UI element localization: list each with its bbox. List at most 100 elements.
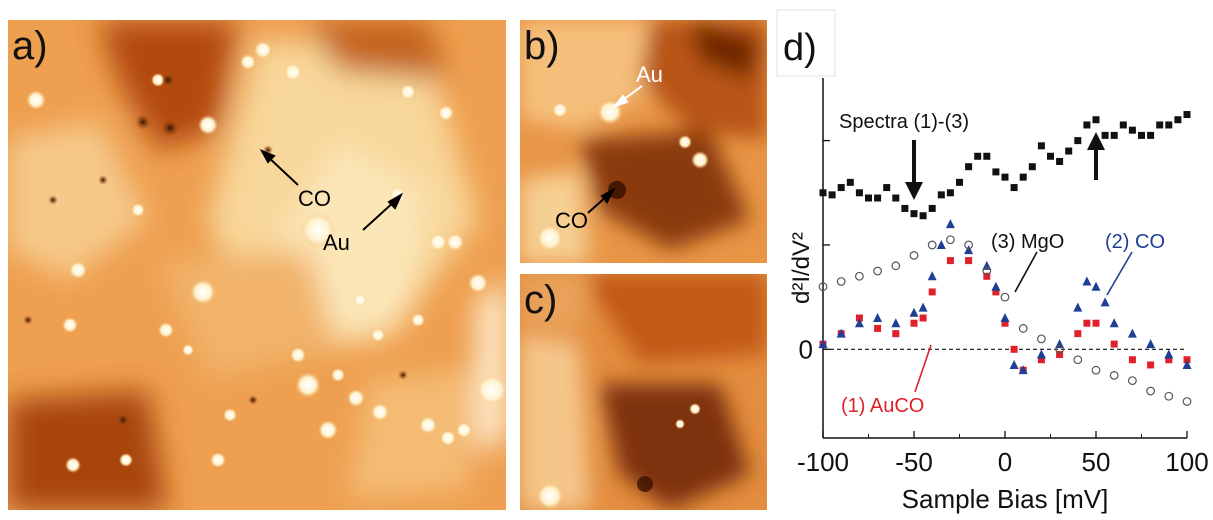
data-point <box>1000 292 1010 302</box>
data-point <box>854 271 864 281</box>
data-point <box>1036 349 1046 359</box>
data-point <box>1182 397 1192 406</box>
data-point <box>1082 276 1092 286</box>
data-point <box>1037 334 1046 344</box>
panel-label-d: d) <box>783 27 817 69</box>
data-point <box>1101 131 1109 139</box>
data-point <box>946 189 954 197</box>
data-point <box>1100 297 1110 307</box>
data-point <box>1047 152 1054 160</box>
data-point <box>982 266 992 276</box>
data-point <box>818 339 828 349</box>
data-point <box>1109 318 1119 328</box>
data-point <box>974 152 982 160</box>
data-point <box>1018 324 1028 333</box>
data-point <box>928 288 936 296</box>
annotation-spectra: Spectra (1)-(3) <box>839 111 969 133</box>
panel-label-box <box>776 9 836 77</box>
data-point <box>1156 121 1164 129</box>
data-point <box>1009 359 1019 369</box>
data-point <box>1091 281 1101 291</box>
data-point <box>909 307 919 317</box>
data-point <box>1091 365 1101 375</box>
data-point <box>1028 163 1036 171</box>
data-point <box>883 184 891 192</box>
data-point <box>936 239 946 249</box>
data-point <box>1110 340 1118 348</box>
data-point <box>873 313 883 322</box>
data-point <box>1164 349 1174 359</box>
panel-label-c: c) <box>524 278 558 322</box>
data-point <box>945 235 955 245</box>
data-point <box>1092 319 1100 327</box>
data-point <box>910 210 918 218</box>
data-point <box>855 189 863 197</box>
data-point <box>874 324 882 332</box>
stm-image-c: c) <box>520 274 767 510</box>
data-point <box>1147 131 1155 139</box>
data-point <box>946 257 954 265</box>
data-point <box>964 245 974 255</box>
data-point <box>956 178 963 186</box>
data-point <box>928 204 936 212</box>
data-point <box>992 288 1000 296</box>
data-point <box>1174 116 1182 124</box>
data-point <box>992 168 1000 176</box>
data-point <box>1165 356 1173 364</box>
data-point <box>1183 356 1191 364</box>
x-tick-label: 0 <box>998 447 1012 477</box>
data-point <box>891 261 901 271</box>
data-point <box>1073 355 1083 365</box>
data-point <box>1164 391 1174 401</box>
data-point <box>1000 313 1010 322</box>
annotation-co-b: CO <box>555 208 588 233</box>
x-tick-label: -100 <box>797 447 849 477</box>
data-point <box>854 318 864 328</box>
annotation-au-b: Au <box>636 62 663 87</box>
arrow-head <box>1087 132 1105 150</box>
data-point <box>836 277 846 286</box>
pointer-co <box>1106 251 1133 296</box>
x-tick-label: -50 <box>895 447 933 477</box>
data-point <box>1074 137 1082 145</box>
arrow-head <box>905 182 923 200</box>
data-point <box>965 163 973 171</box>
data-point <box>1083 319 1091 327</box>
x-axis-label: Sample Bias [mV] <box>902 484 1109 514</box>
data-point <box>836 328 846 338</box>
data-point <box>1073 302 1083 312</box>
data-point <box>891 318 901 328</box>
data-point <box>1128 126 1136 134</box>
annotation-auco: (1) AuCO <box>841 395 924 417</box>
data-point <box>910 319 918 327</box>
data-point <box>927 271 937 281</box>
data-point <box>1010 345 1018 353</box>
data-point <box>1128 376 1137 386</box>
data-point <box>1146 386 1156 396</box>
y-axis-label: d²I/dV² <box>788 232 815 304</box>
data-point <box>1010 184 1018 192</box>
data-point <box>874 194 882 202</box>
data-point <box>1182 359 1192 369</box>
data-point <box>1056 157 1064 165</box>
panel-label-b: b) <box>524 24 560 68</box>
data-point <box>1001 173 1009 181</box>
annotation-mgo: (3) MgO <box>991 231 1064 253</box>
pointer-mgo <box>1014 251 1038 293</box>
data-point <box>1146 339 1156 349</box>
data-point <box>901 204 909 212</box>
data-point <box>937 191 945 199</box>
x-tick-label: 100 <box>1165 447 1208 477</box>
stm-image-b: b) Au CO <box>520 20 767 263</box>
data-point <box>1183 111 1191 119</box>
data-point <box>1083 121 1091 129</box>
data-point <box>865 194 872 202</box>
data-point <box>919 212 927 220</box>
data-point <box>964 240 974 250</box>
chart-svg: d) 0 -100 -50 0 50 100 Sample Bias [mV] d²I/dV² S… <box>776 9 1209 514</box>
data-point <box>1019 173 1027 181</box>
data-point <box>1165 121 1173 129</box>
data-point <box>927 240 937 250</box>
data-point <box>1055 344 1065 354</box>
data-point <box>1092 116 1100 124</box>
